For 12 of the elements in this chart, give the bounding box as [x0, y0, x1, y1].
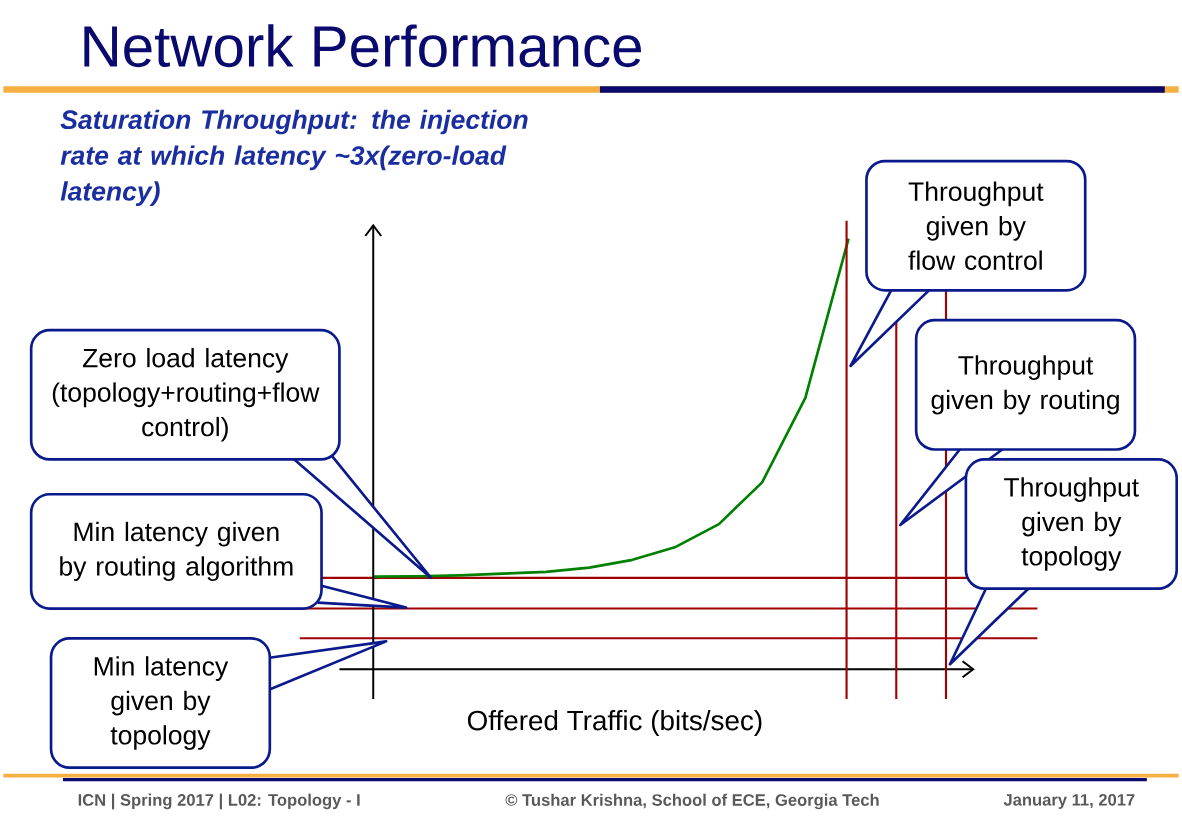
- ref-line-label: Min latency given by topology: [94, 656, 229, 750]
- chart-title: Network Performance: [84, 24, 642, 68]
- text: ICN | Spring 2017 | L02: Topology - I: [78, 793, 360, 810]
- text: Throughput given by flow control: [908, 181, 1044, 270]
- text: Throughput given by routing: [931, 355, 1119, 415]
- text: Throughput given by topology: [1004, 477, 1139, 571]
- x-axis-title: Offered Traffic (bits/sec): [467, 709, 762, 736]
- text: Zero load latency (topology+routing+flow control): [52, 347, 320, 442]
- text: © Tushar Krishna, School of ECE, Georgia Tech: [505, 793, 879, 810]
- ref-line-label: Min latency given by routing algorithm: [60, 521, 293, 581]
- chart-subtitle: Saturation Throughput: the injection rate at which latency ~3x(zero-load latency): [60, 109, 528, 206]
- text: January 11, 2017: [1003, 793, 1135, 809]
